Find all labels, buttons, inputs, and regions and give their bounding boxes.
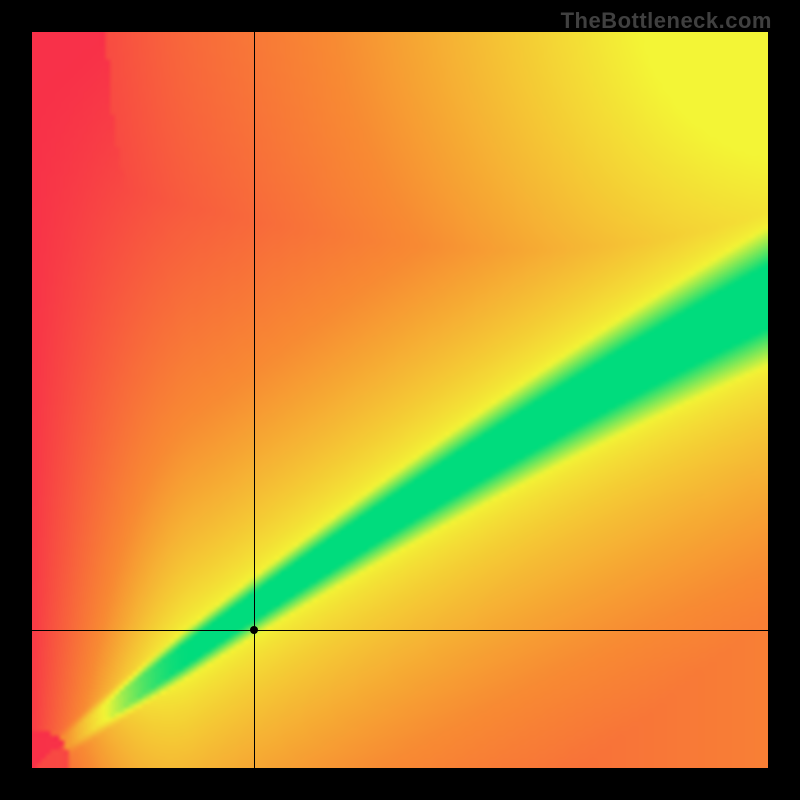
crosshair-vertical <box>254 32 255 768</box>
heatmap-canvas <box>32 32 768 768</box>
heatmap-plot-area <box>32 32 768 768</box>
crosshair-marker <box>250 626 258 634</box>
crosshair-horizontal <box>32 630 768 631</box>
watermark-text: TheBottleneck.com <box>561 8 772 34</box>
bottleneck-heatmap-root: { "watermark": { "text": "TheBottleneck.… <box>0 0 800 800</box>
